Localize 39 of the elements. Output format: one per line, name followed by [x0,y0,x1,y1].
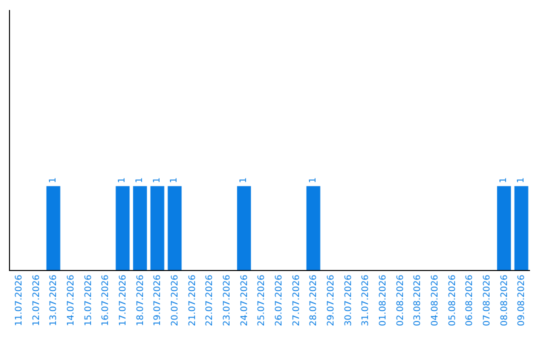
x-tick-label: 23.07.2026 [222,274,233,326]
x-tick-label: 21.07.2026 [188,274,198,326]
x-tick-label: 30.07.2026 [344,274,354,326]
x-tick-label: 27.07.2026 [292,274,302,326]
x-tick-label: 03.08.2026 [413,274,424,326]
x-tick-label: 12.07.2026 [32,274,42,326]
x-tick-label: 18.07.2026 [136,274,146,326]
data-label: 1 [308,177,318,184]
x-tick-label: 11.07.2026 [14,274,25,326]
x-tick-label: 09.08.2026 [517,274,528,326]
x-tick-label: 20.07.2026 [170,274,181,326]
data-label: 1 [516,177,526,184]
data-label: 1 [499,177,509,184]
x-tick-label: 04.08.2026 [430,274,441,326]
x-tick-label: 15.07.2026 [84,274,94,326]
data-label: 1 [152,177,162,184]
x-tick-label: 08.08.2026 [500,274,510,326]
x-tick-label: 02.08.2026 [396,274,406,326]
x-tick-label: 01.08.2026 [378,274,389,326]
x-tick-label: 06.08.2026 [465,274,476,326]
x-tick-label: 16.07.2026 [101,274,112,326]
data-label: 1 [135,177,145,184]
x-tick-label: 22.07.2026 [205,274,216,326]
data-label: 1 [48,177,58,184]
x-tick-label: 25.07.2026 [257,274,268,326]
x-tick-label: 24.07.2026 [240,274,250,326]
x-tick-label: 28.07.2026 [309,274,320,326]
x-tick-label: 31.07.2026 [361,274,372,326]
data-label: 1 [170,177,180,184]
x-tick-label: 13.07.2026 [49,274,60,326]
x-tick-label: 05.08.2026 [448,274,458,326]
x-tick-label: 07.08.2026 [482,274,493,326]
x-tick-label: 14.07.2026 [66,274,77,326]
data-label: 1 [118,177,128,184]
data-label: 1 [239,177,249,184]
x-tick-label: 29.07.2026 [326,274,337,326]
x-tick-label: 26.07.2026 [274,274,285,326]
x-tick-label: 19.07.2026 [153,274,164,326]
x-tick-label: 17.07.2026 [118,274,129,326]
